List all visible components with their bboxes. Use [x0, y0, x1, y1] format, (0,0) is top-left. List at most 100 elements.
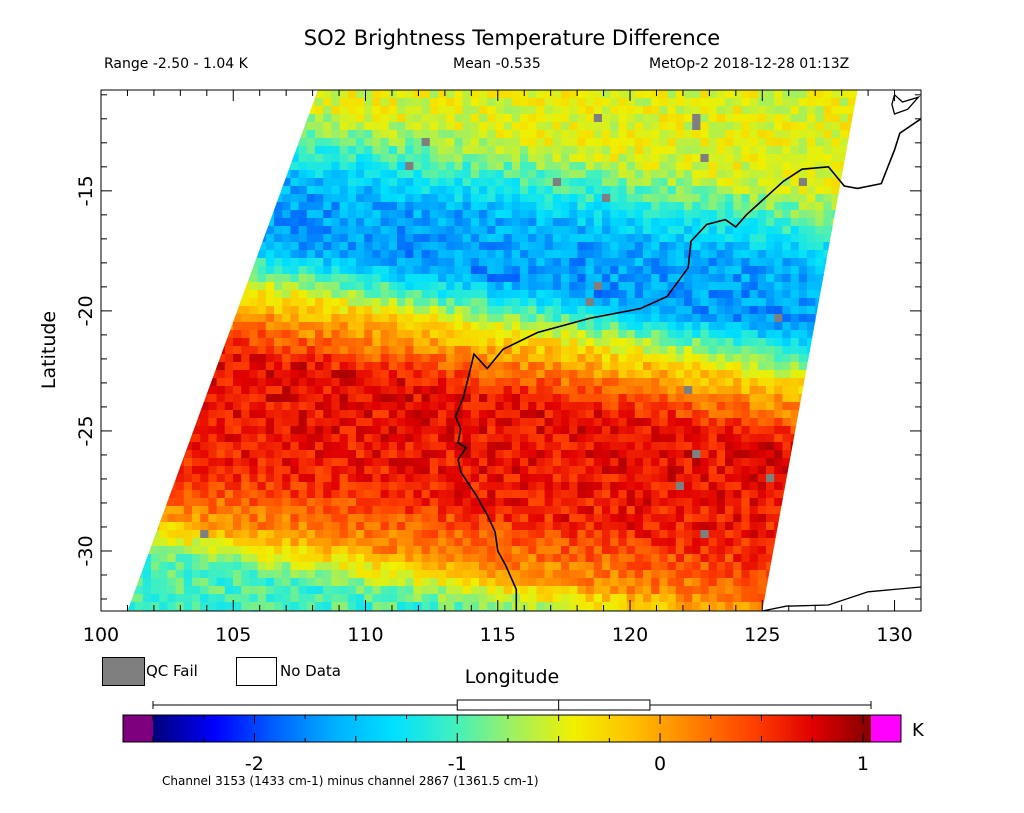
- heatmap-cell: [175, 338, 185, 347]
- heatmap-cell: [429, 410, 439, 419]
- heatmap-cell: [438, 514, 447, 523]
- heatmap-cell: [675, 338, 685, 347]
- heatmap-cell: [265, 266, 275, 275]
- heatmap-cell: [684, 314, 693, 323]
- heatmap-cell: [216, 450, 226, 459]
- heatmap-cell: [216, 146, 226, 155]
- heatmap-cell: [208, 410, 217, 419]
- heatmap-cell: [454, 98, 463, 107]
- heatmap-cell: [766, 482, 775, 491]
- heatmap-cell: [175, 402, 185, 411]
- heatmap-cell: [233, 370, 242, 379]
- heatmap-cell: [142, 330, 152, 339]
- heatmap-cell: [815, 402, 824, 411]
- heatmap-cell: [118, 314, 127, 322]
- heatmap-cell: [577, 218, 586, 227]
- heatmap-cell: [175, 394, 185, 403]
- heatmap-cell: [561, 226, 570, 235]
- heatmap-cell: [766, 426, 775, 435]
- heatmap-cell: [503, 338, 513, 347]
- heatmap-cell: [831, 266, 841, 275]
- heatmap-cell: [659, 418, 668, 427]
- heatmap-cell: [438, 354, 447, 363]
- heatmap-cell: [151, 138, 160, 147]
- heatmap-cell: [438, 170, 447, 179]
- heatmap-cell: [716, 146, 726, 155]
- heatmap-cell: [798, 458, 808, 467]
- heatmap-cell: [684, 274, 693, 283]
- heatmap-cell: [224, 298, 234, 307]
- heatmap-cell: [725, 162, 734, 171]
- heatmap-cell: [749, 330, 759, 339]
- heatmap-cell: [470, 506, 480, 515]
- heatmap-cell: [208, 418, 217, 427]
- heatmap-cell: [495, 386, 504, 395]
- heatmap-cell: [446, 234, 455, 243]
- heatmap-cell: [479, 186, 488, 195]
- heatmap-cell: [602, 322, 611, 331]
- heatmap-cell: [110, 146, 119, 154]
- heatmap-cell: [479, 402, 488, 411]
- heatmap-cell: [577, 474, 586, 483]
- heatmap-cell: [708, 194, 718, 203]
- heatmap-cell: [634, 474, 644, 483]
- heatmap-cell: [380, 282, 390, 291]
- heatmap-cell: [216, 106, 226, 115]
- heatmap-cell: [315, 378, 324, 387]
- heatmap-cell: [282, 210, 291, 219]
- heatmap-cell: [347, 298, 357, 307]
- heatmap-cell: [323, 498, 332, 507]
- heatmap-cell: [643, 106, 652, 115]
- heatmap-cell: [241, 314, 250, 323]
- heatmap-cell: [659, 194, 668, 203]
- heatmap-cell: [183, 210, 193, 219]
- heatmap-cell: [733, 442, 742, 451]
- heatmap-cell: [725, 226, 734, 235]
- heatmap-cell: [192, 402, 201, 411]
- heatmap-cell: [798, 114, 808, 123]
- heatmap-cell: [421, 514, 431, 523]
- heatmap-cell: [495, 482, 504, 491]
- heatmap-cell: [282, 354, 291, 363]
- heatmap-cell: [315, 442, 324, 451]
- heatmap-cell: [208, 106, 217, 115]
- heatmap-cell: [388, 202, 398, 211]
- heatmap-cell: [462, 314, 472, 323]
- heatmap-cell: [216, 322, 226, 331]
- heatmap-cell: [282, 378, 291, 387]
- heatmap-cell: [692, 402, 701, 411]
- heatmap-cell: [290, 418, 299, 427]
- heatmap-cell: [290, 442, 299, 451]
- heatmap-cell: [741, 498, 750, 507]
- heatmap-cell: [233, 490, 242, 499]
- heatmap-cell: [511, 146, 521, 155]
- heatmap-cell: [347, 266, 357, 275]
- heatmap-cell: [511, 242, 521, 251]
- heatmap-cell: [749, 114, 759, 123]
- heatmap-cell: [446, 330, 455, 339]
- heatmap-cell: [831, 338, 841, 347]
- heatmap-cell: [585, 466, 595, 475]
- heatmap-cell: [224, 362, 234, 371]
- heatmap-cell: [216, 242, 226, 251]
- heatmap-cell: [741, 234, 750, 243]
- heatmap-cell: [372, 346, 381, 355]
- heatmap-cell: [585, 514, 595, 523]
- heatmap-cell: [528, 362, 537, 371]
- heatmap-cell: [782, 314, 791, 323]
- heatmap-cell: [602, 146, 611, 155]
- heatmap-cell: [651, 202, 660, 211]
- heatmap-cell: [634, 306, 644, 315]
- heatmap-cell: [757, 106, 767, 115]
- heatmap-cell: [429, 298, 439, 307]
- heatmap-cell: [544, 322, 554, 331]
- heatmap-cell: [569, 490, 578, 499]
- heatmap-cell: [339, 490, 349, 499]
- heatmap-cell: [421, 410, 431, 419]
- heatmap-cell: [552, 370, 562, 379]
- heatmap-cell: [864, 114, 873, 122]
- heatmap-cell: [610, 490, 619, 499]
- heatmap-cell: [331, 314, 340, 323]
- heatmap-cell: [790, 442, 800, 451]
- heatmap-cell: [257, 274, 267, 283]
